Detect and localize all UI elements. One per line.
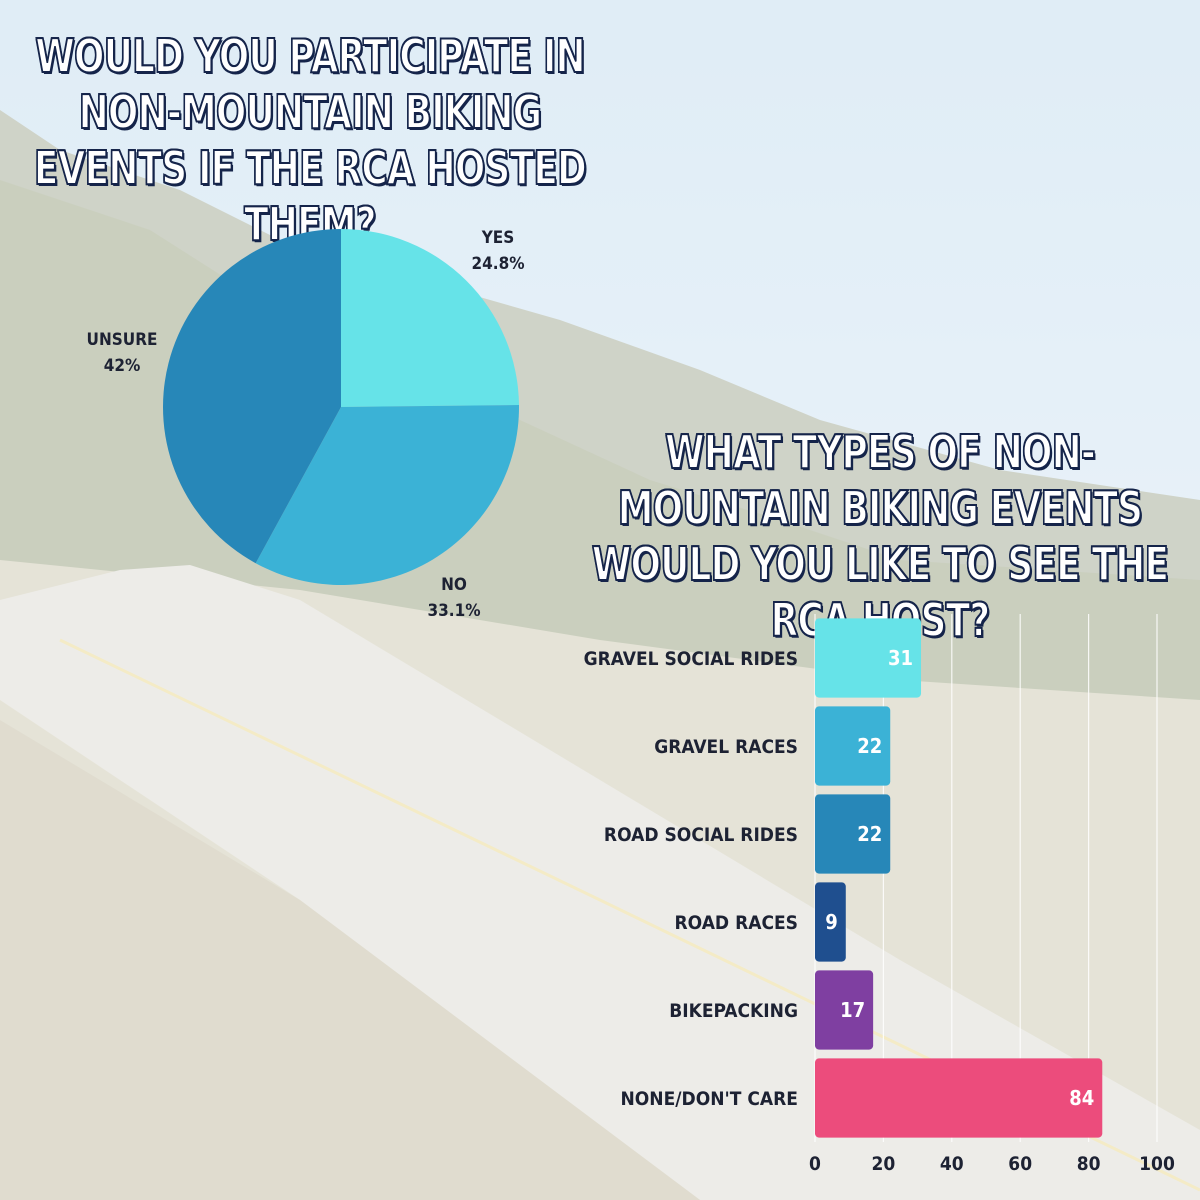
category-label: Gravel races xyxy=(654,736,798,758)
bar-value-label: 17 xyxy=(840,998,865,1022)
x-tick-label: 20 xyxy=(872,1153,896,1175)
category-label: Road races xyxy=(675,912,798,934)
pie-label-unsure: Unsure 42% xyxy=(72,327,172,379)
pie-slice-yes xyxy=(341,229,519,407)
bar-value-label: 9 xyxy=(825,910,838,934)
bar-6 xyxy=(815,1058,1103,1138)
x-tick-label: 60 xyxy=(1008,1153,1032,1175)
pie-label-yes-value: 24.8% xyxy=(471,254,525,274)
x-tick-label: 40 xyxy=(940,1153,964,1175)
pie-label-yes-name: Yes xyxy=(481,228,515,248)
bar-value-label: 22 xyxy=(857,734,882,758)
bar-3 xyxy=(815,794,891,874)
participation-pie-chart xyxy=(163,229,519,585)
pie-slice-unsure xyxy=(163,229,341,564)
bar-5 xyxy=(815,970,874,1050)
category-label: Bikepacking xyxy=(669,1000,798,1022)
bar-1 xyxy=(815,618,922,698)
bar-value-label: 22 xyxy=(857,822,882,846)
x-tick-label: 0 xyxy=(809,1153,821,1175)
category-label: Road social rides xyxy=(604,824,798,846)
bar-value-label: 31 xyxy=(888,646,913,670)
bar-value-label: 84 xyxy=(1069,1086,1094,1110)
bar-4 xyxy=(815,882,846,962)
event-types-bar-chart: 31 Gravel social rides 22 Gravel races 22 Roa… xyxy=(584,614,1175,1175)
pie-label-no-value: 33.1% xyxy=(427,601,481,621)
category-label: Gravel social rides xyxy=(584,648,798,670)
pie-label-unsure-name: Unsure xyxy=(86,330,158,350)
x-tick-label: 100 xyxy=(1139,1153,1175,1175)
pie-label-no: No 33.1% xyxy=(404,572,504,624)
category-label: None/don't care xyxy=(620,1088,798,1110)
pie-slice-no xyxy=(255,405,519,585)
bar-2 xyxy=(815,706,891,786)
pie-label-yes: Yes 24.8% xyxy=(448,225,548,277)
x-tick-label: 80 xyxy=(1077,1153,1101,1175)
pie-label-unsure-value: 42% xyxy=(103,356,141,376)
bar-chart-title: What types of non-mountain biking events… xyxy=(591,424,1170,648)
pie-label-no-name: No xyxy=(441,575,467,595)
